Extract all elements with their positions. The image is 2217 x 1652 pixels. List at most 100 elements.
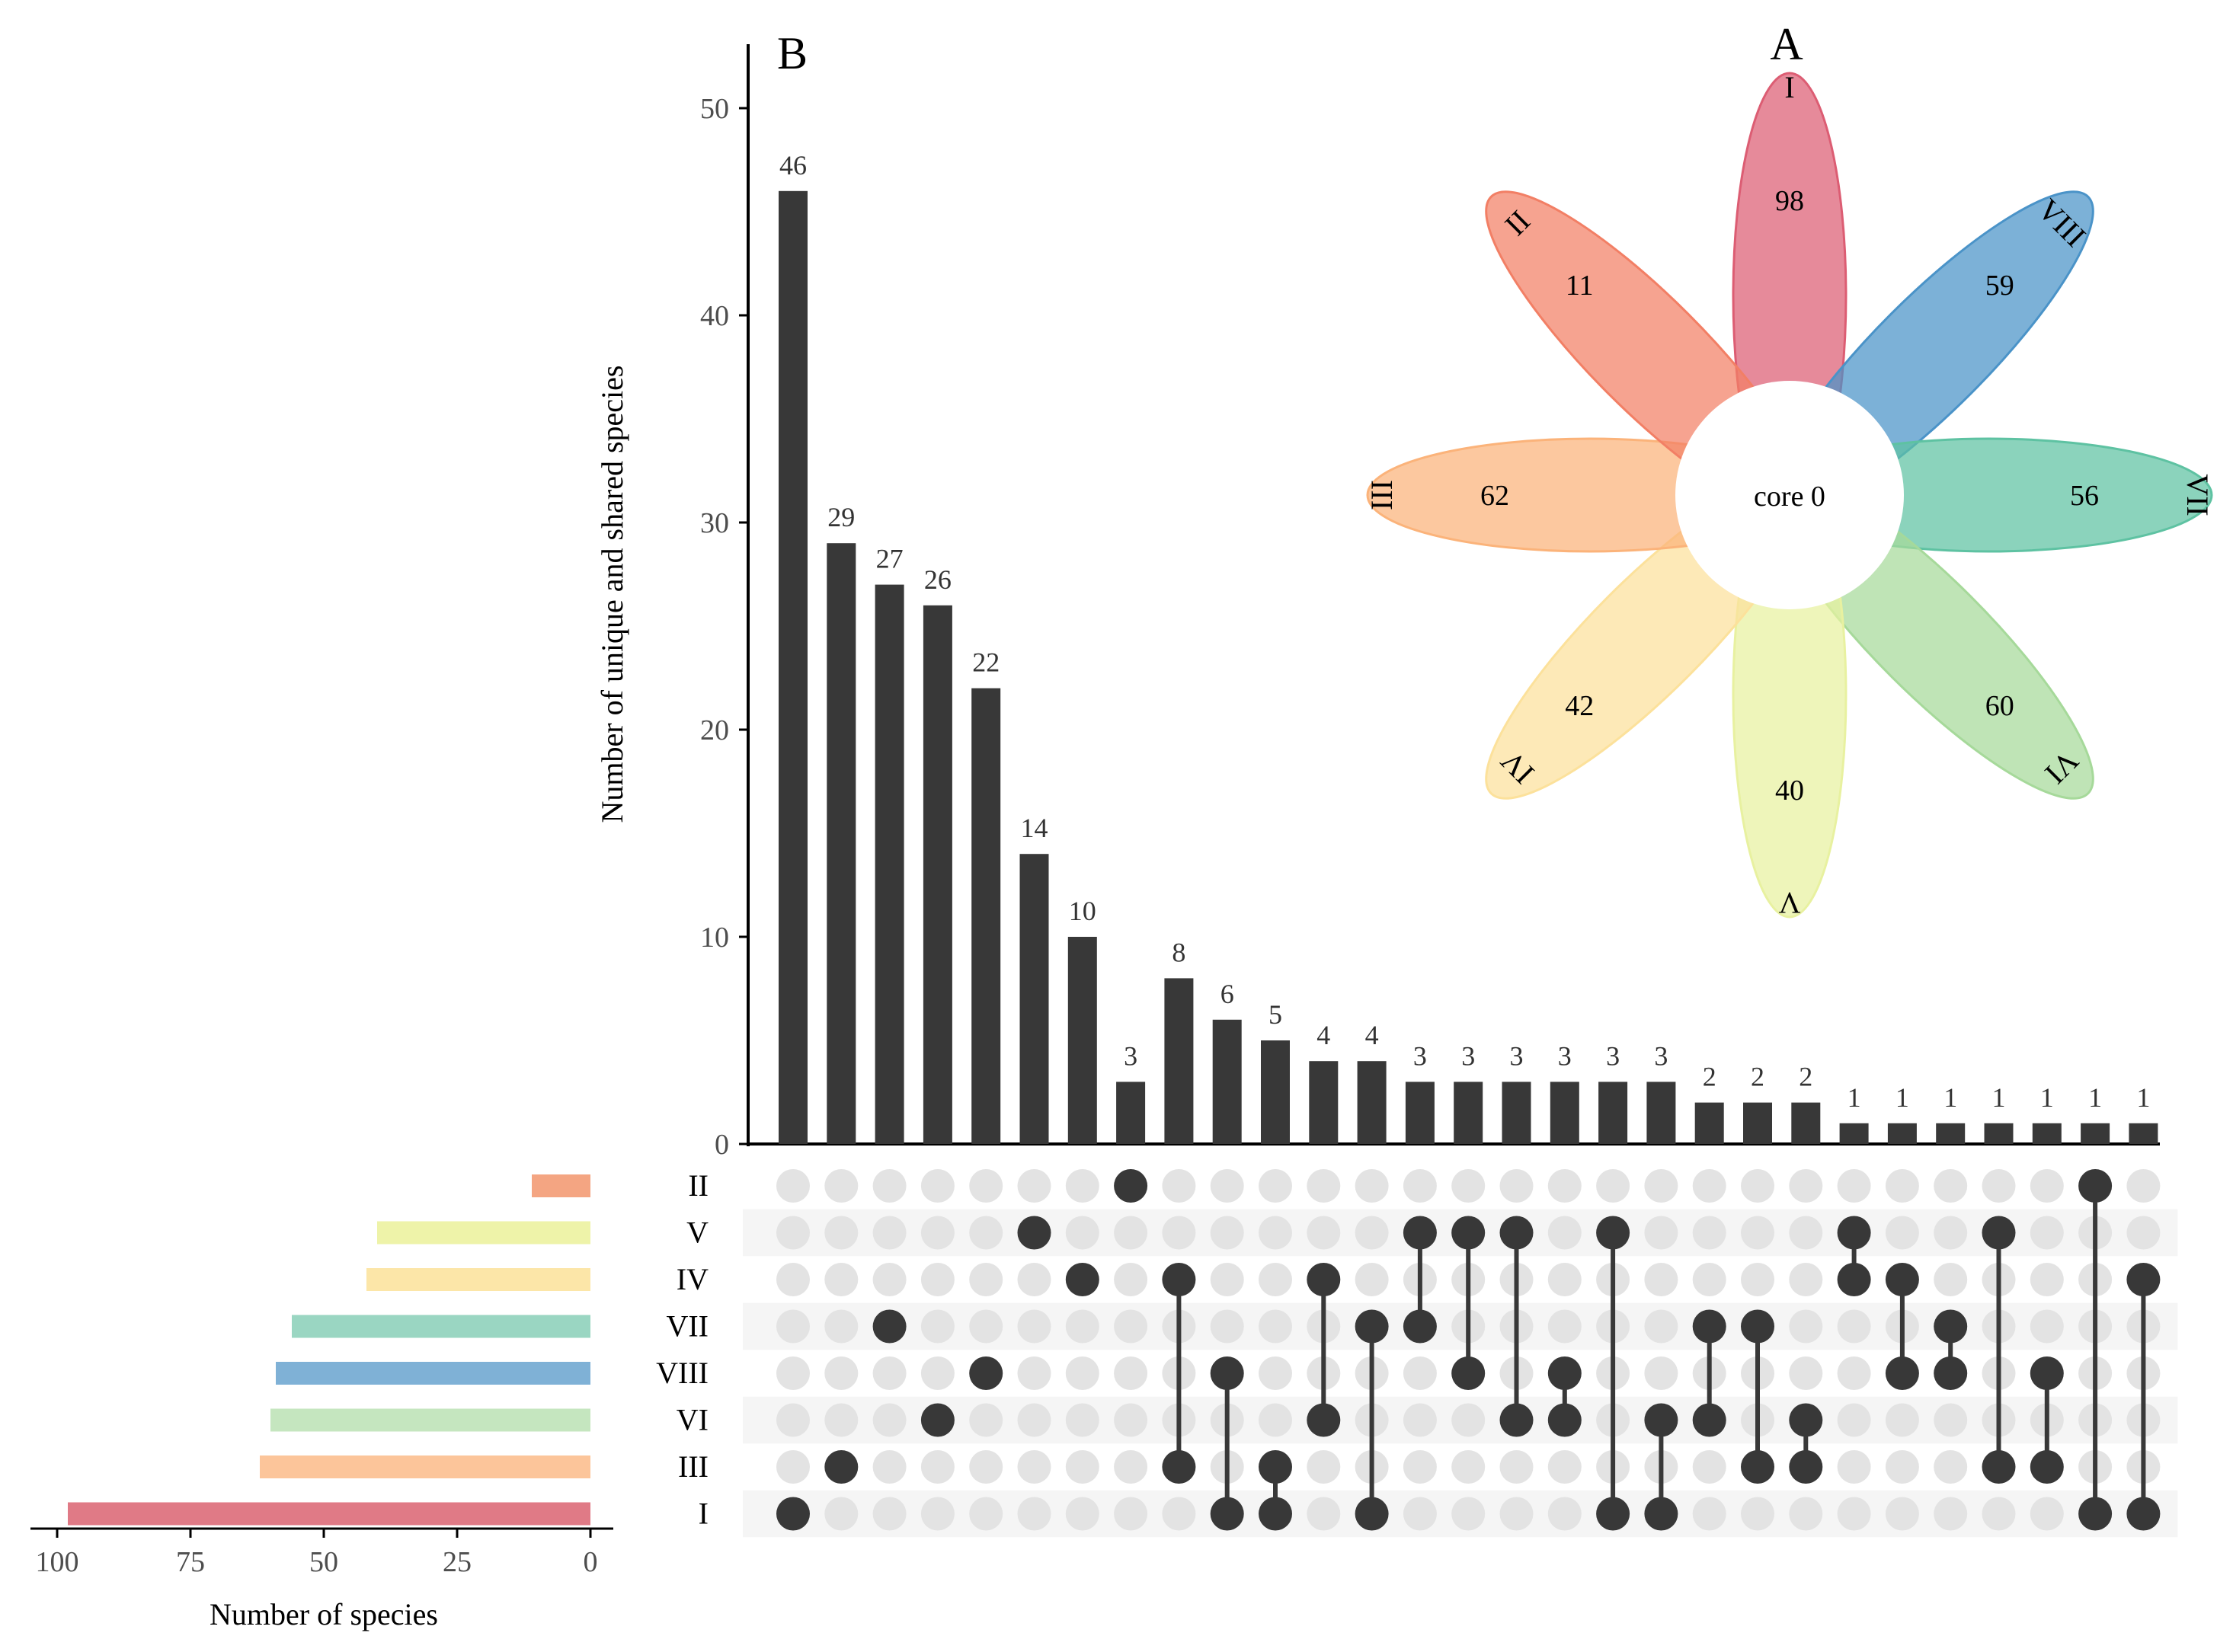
matrix-dot-empty: [1403, 1497, 1437, 1531]
matrix-dot-empty: [2030, 1216, 2064, 1250]
matrix-dot-empty: [1644, 1356, 1678, 1390]
set-size-bar: [292, 1315, 590, 1338]
matrix-set-label: III: [678, 1449, 709, 1484]
matrix-dot-empty: [1114, 1450, 1148, 1484]
matrix-dot-empty: [969, 1263, 1003, 1296]
bar-value-label: 8: [1172, 937, 1185, 967]
matrix-dot-filled: [1885, 1356, 1919, 1390]
matrix-dot-filled: [1934, 1309, 1968, 1344]
bar-value-label: 29: [827, 502, 855, 532]
matrix-dot-empty: [1162, 1497, 1196, 1531]
matrix-dot-empty: [1789, 1216, 1823, 1250]
bar: [2032, 1123, 2062, 1144]
matrix-dot-empty: [1692, 1450, 1726, 1484]
y-tick-label: 0: [715, 1129, 729, 1161]
matrix-dot-filled: [1596, 1497, 1630, 1531]
bar-value-label: 2: [1703, 1062, 1716, 1092]
matrix-dot-empty: [872, 1403, 907, 1437]
matrix-dot-empty: [1259, 1216, 1292, 1250]
matrix-dot-empty: [1547, 1169, 1582, 1203]
matrix-dot-empty: [1644, 1309, 1678, 1344]
matrix-dot-filled: [1837, 1216, 1871, 1250]
matrix-dot-empty: [1307, 1216, 1341, 1250]
bar-value-label: 4: [1365, 1020, 1379, 1050]
matrix-dot-filled: [1499, 1403, 1534, 1437]
set-size-tick-label: 0: [584, 1546, 598, 1578]
matrix-dot-empty: [1307, 1450, 1341, 1484]
matrix-dot-empty: [920, 1169, 955, 1203]
matrix-dot-filled: [2030, 1450, 2064, 1484]
bar-value-label: 3: [1461, 1040, 1475, 1071]
matrix-dot-filled: [1547, 1403, 1582, 1437]
matrix-dot-filled: [1403, 1216, 1437, 1250]
matrix-dot-filled: [1162, 1450, 1196, 1484]
matrix-dot-empty: [1065, 1403, 1099, 1437]
matrix-dot-empty: [1789, 1309, 1823, 1344]
matrix-dot-filled: [2078, 1497, 2113, 1531]
bar: [1646, 1082, 1676, 1144]
matrix-dot-filled: [1644, 1403, 1678, 1437]
bar: [1454, 1082, 1483, 1144]
bar: [2129, 1123, 2158, 1144]
bar-value-label: 5: [1268, 999, 1282, 1030]
matrix-dot-empty: [1499, 1450, 1534, 1484]
set-size-chart: 100 75 50 25 0 Number of species: [30, 1174, 613, 1631]
bar: [1212, 1019, 1242, 1144]
matrix-dot-empty: [1934, 1497, 1968, 1531]
set-size-bar: [68, 1502, 590, 1526]
set-size-tick-label: 75: [176, 1546, 205, 1578]
matrix-dot-empty: [776, 1403, 810, 1437]
matrix-set-label: VIII: [656, 1356, 709, 1390]
matrix-dot-empty: [1789, 1497, 1823, 1531]
matrix-dot-empty: [1547, 1309, 1582, 1344]
bar: [1550, 1082, 1579, 1144]
matrix-dot-filled: [1547, 1356, 1582, 1390]
matrix-dot-empty: [1210, 1216, 1244, 1250]
matrix-dot-filled: [1114, 1169, 1148, 1203]
matrix-dot-filled: [920, 1403, 955, 1437]
matrix-dot-filled: [2126, 1497, 2161, 1531]
matrix-dot-empty: [1789, 1356, 1823, 1390]
set-size-bar: [377, 1221, 590, 1245]
bar-value-label: 3: [1558, 1040, 1572, 1071]
matrix-dot-empty: [1355, 1169, 1389, 1203]
bar-value-label: 1: [2040, 1082, 2054, 1113]
matrix-dot-empty: [1451, 1450, 1486, 1484]
set-size-tick-label: 50: [309, 1546, 338, 1578]
matrix-dot-empty: [1499, 1169, 1534, 1203]
matrix-dot-filled: [969, 1356, 1003, 1390]
matrix-dot-filled: [1162, 1263, 1196, 1296]
matrix-dot-empty: [1837, 1309, 1871, 1344]
matrix-dot-empty: [920, 1356, 955, 1390]
bar-value-label: 2: [1751, 1062, 1764, 1092]
matrix-dot-empty: [1210, 1169, 1244, 1203]
matrix-dot-filled: [1789, 1403, 1823, 1437]
matrix-dot-filled: [2078, 1169, 2113, 1203]
matrix-dot-empty: [1114, 1356, 1148, 1390]
set-size-axis-title: Number of species: [210, 1597, 438, 1631]
bar: [779, 190, 808, 1144]
bar-value-label: 22: [972, 647, 1000, 678]
bar-value-label: 3: [1606, 1040, 1620, 1071]
matrix-dot-empty: [776, 1216, 810, 1250]
bar: [1598, 1082, 1628, 1144]
y-tick-label: 10: [700, 922, 729, 954]
bar-value-label: 46: [779, 150, 807, 181]
matrix-dot-empty: [824, 1216, 859, 1250]
matrix-dot-empty: [1982, 1169, 2016, 1203]
matrix-dot-filled: [1789, 1450, 1823, 1484]
matrix-dot-empty: [1885, 1169, 1919, 1203]
matrix-dot-empty: [1065, 1497, 1099, 1531]
matrix-dot-filled: [1307, 1403, 1341, 1437]
bar-value-label: 14: [1021, 813, 1048, 843]
matrix-dot-empty: [1547, 1497, 1582, 1531]
bar: [923, 605, 952, 1144]
matrix-set-label: V: [686, 1216, 709, 1250]
matrix-dot-empty: [1885, 1497, 1919, 1531]
matrix-dot-filled: [1355, 1497, 1389, 1531]
bar: [1067, 937, 1097, 1144]
matrix-dot-empty: [1547, 1216, 1582, 1250]
matrix-dot-empty: [1837, 1356, 1871, 1390]
y-axis-title: Number of unique and shared species: [595, 366, 629, 823]
